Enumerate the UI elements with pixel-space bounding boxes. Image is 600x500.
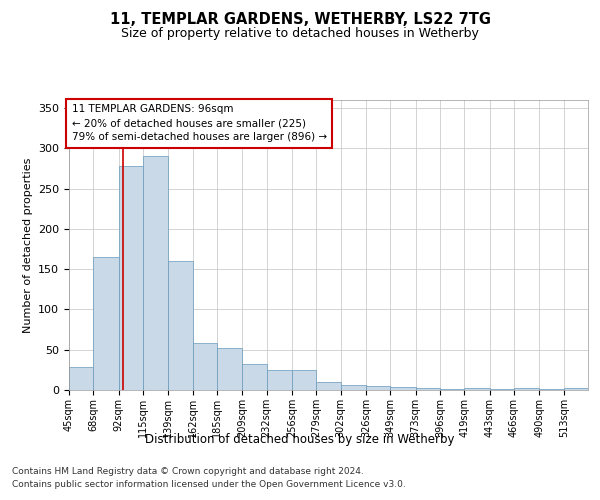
Bar [94,257,119,390]
Bar [193,344,217,390]
Bar [217,348,242,390]
Bar [292,370,316,390]
Bar [563,388,588,390]
Bar [169,261,193,390]
Bar [69,368,94,390]
Text: 11 TEMPLAR GARDENS: 96sqm
← 20% of detached houses are smaller (225)
79% of semi: 11 TEMPLAR GARDENS: 96sqm ← 20% of detac… [71,104,327,142]
Text: Contains HM Land Registry data © Crown copyright and database right 2024.: Contains HM Land Registry data © Crown c… [12,468,364,476]
Bar [514,388,539,390]
Bar [391,387,416,390]
Bar [366,386,391,390]
Bar [464,388,490,390]
Bar [316,382,341,390]
Bar [119,166,143,390]
Text: Size of property relative to detached houses in Wetherby: Size of property relative to detached ho… [121,28,479,40]
Bar [242,364,266,390]
Bar [539,389,563,390]
Bar [143,156,169,390]
Bar [266,370,292,390]
Text: 11, TEMPLAR GARDENS, WETHERBY, LS22 7TG: 11, TEMPLAR GARDENS, WETHERBY, LS22 7TG [110,12,491,28]
Text: Contains public sector information licensed under the Open Government Licence v3: Contains public sector information licen… [12,480,406,489]
Text: Distribution of detached houses by size in Wetherby: Distribution of detached houses by size … [145,432,455,446]
Bar [341,385,366,390]
Bar [440,389,464,390]
Bar [490,389,514,390]
Bar [416,388,440,390]
Y-axis label: Number of detached properties: Number of detached properties [23,158,32,332]
